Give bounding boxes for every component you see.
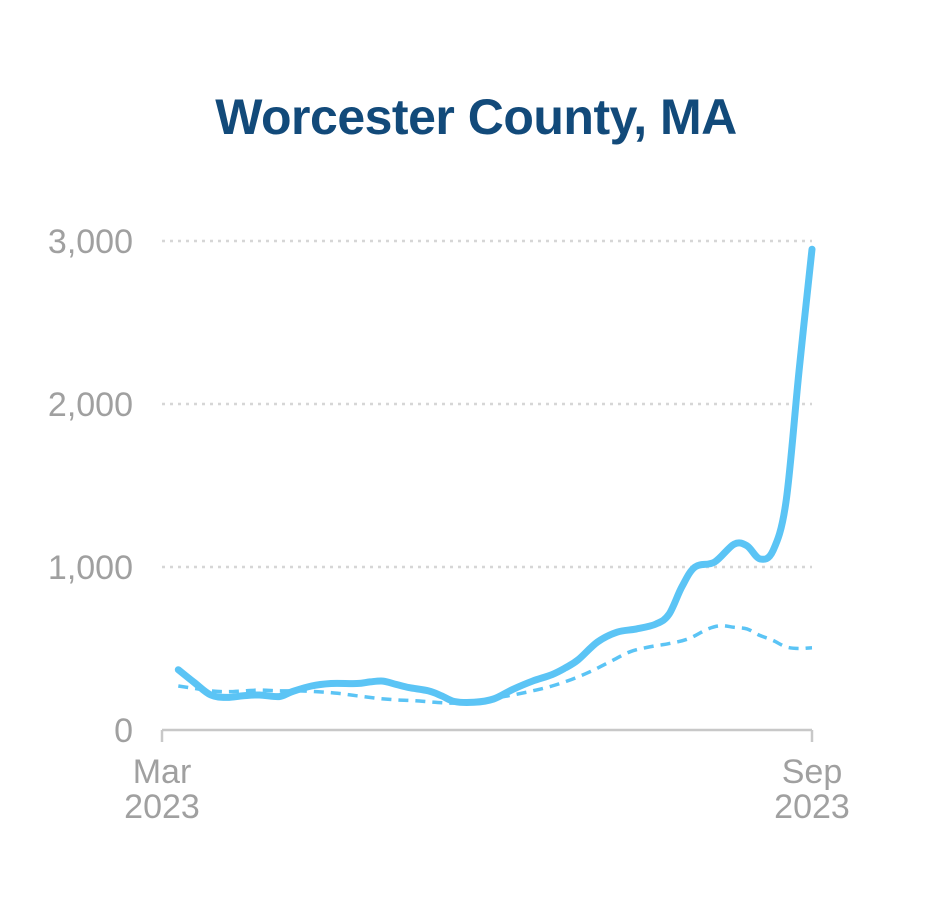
x-tick-label-line2: 2023 xyxy=(124,788,200,826)
x-axis xyxy=(160,728,814,742)
x-tick-label-line1: Mar xyxy=(133,753,192,791)
y-tick-label: 0 xyxy=(114,712,133,750)
y-tick-label: 3,000 xyxy=(48,223,133,261)
series-lines xyxy=(174,245,816,707)
y-tick-label: 2,000 xyxy=(48,386,133,424)
series-line-dashed xyxy=(178,623,813,705)
y-axis-tick-labels: 0 1,000 2,000 3,000 xyxy=(48,223,133,750)
chart-title: Worcester County, MA xyxy=(215,89,737,145)
series-line-solid xyxy=(174,245,816,707)
x-tick-label-line2: 2023 xyxy=(774,788,850,826)
grid-lines xyxy=(162,239,812,569)
y-tick-label: 1,000 xyxy=(48,549,133,587)
x-tick-label-line1: Sep xyxy=(782,753,843,791)
